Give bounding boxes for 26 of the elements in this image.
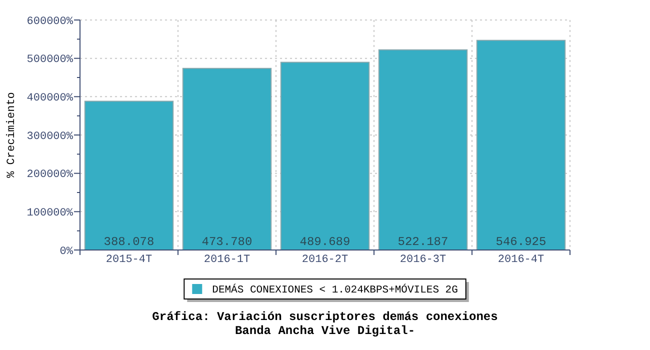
bar [280, 62, 370, 250]
text: DEMÁS CONEXIONES < 1.024KBPS+MÓVILES 2G [212, 284, 458, 297]
y-tick-label: 600000% [26, 16, 74, 28]
x-tick-label: 2016-3T [400, 254, 446, 266]
bar [378, 49, 468, 250]
x-tick-label: 2015-4T [106, 254, 152, 266]
x-tick-label: 2016-1T [204, 254, 250, 266]
y-axis-title: % Crecimiento [6, 92, 18, 178]
y-tick-label: 300000% [26, 130, 74, 143]
y-tick-label: 500000% [26, 54, 74, 66]
data-label: 522.187 [398, 235, 448, 249]
data-label: 473.780 [202, 235, 252, 249]
data-label: 546.925 [496, 235, 546, 249]
y-tick-label: 400000% [26, 92, 74, 105]
y-tick-label: 200000% [26, 169, 74, 182]
data-label: 388.078 [104, 235, 154, 249]
bar [182, 68, 272, 250]
text: Banda Ancha Vive Digital- [234, 324, 416, 338]
y-tick-label: 100000% [26, 208, 74, 220]
bar [84, 100, 174, 250]
y-tick-label: 0% [60, 246, 74, 258]
x-tick-label: 2016-4T [498, 254, 544, 266]
x-tick-label: 2016-2T [302, 254, 348, 266]
text: Gráfica: Variación suscriptores demás conexiones [152, 310, 498, 324]
data-label: 489.689 [300, 235, 350, 249]
bar [476, 40, 566, 250]
